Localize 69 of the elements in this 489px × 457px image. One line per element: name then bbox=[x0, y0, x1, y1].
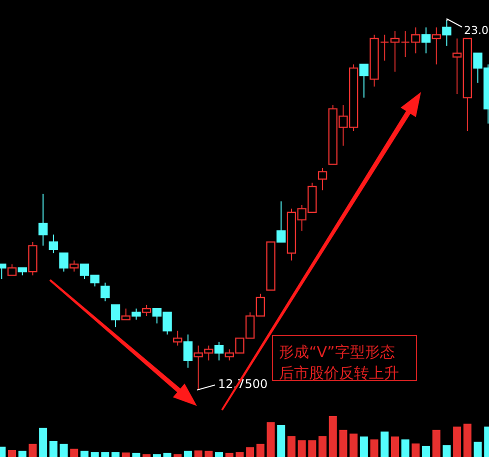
bar bbox=[142, 454, 151, 457]
bar bbox=[298, 440, 306, 457]
candlestick bbox=[390, 30, 400, 72]
bar bbox=[132, 452, 140, 457]
candlestick bbox=[48, 234, 58, 254]
bar bbox=[225, 452, 234, 457]
bar bbox=[215, 452, 224, 457]
bar bbox=[246, 447, 254, 457]
bar bbox=[277, 425, 286, 457]
bar bbox=[152, 454, 161, 457]
bar bbox=[422, 446, 430, 457]
bar bbox=[174, 454, 182, 457]
candlestick bbox=[59, 252, 68, 272]
candlestick bbox=[132, 308, 141, 320]
candlestick bbox=[442, 19, 452, 46]
bar bbox=[236, 452, 244, 457]
bar bbox=[390, 436, 399, 457]
candlestick bbox=[421, 26, 431, 54]
bar bbox=[339, 430, 348, 457]
bar bbox=[122, 452, 130, 457]
bar bbox=[101, 452, 110, 457]
bar bbox=[266, 422, 275, 457]
bar bbox=[39, 428, 48, 457]
bar bbox=[28, 444, 37, 457]
candlestick bbox=[214, 341, 224, 361]
candlestick bbox=[7, 264, 17, 276]
bar bbox=[112, 452, 120, 457]
candlestick bbox=[110, 304, 120, 328]
candlestick bbox=[70, 260, 79, 272]
bar bbox=[194, 450, 202, 457]
annotation: 后市股价反转上升 bbox=[279, 364, 399, 382]
bar bbox=[380, 432, 389, 457]
bar bbox=[432, 430, 440, 457]
bar bbox=[287, 436, 296, 457]
bar bbox=[350, 434, 358, 457]
bar bbox=[463, 424, 472, 457]
annotation: 23.0 bbox=[464, 24, 488, 37]
bar bbox=[163, 452, 172, 457]
bar bbox=[18, 450, 26, 457]
bar bbox=[401, 439, 410, 457]
bar bbox=[442, 445, 451, 457]
bar bbox=[474, 442, 482, 457]
bar bbox=[49, 441, 58, 457]
bar bbox=[256, 444, 264, 457]
bar bbox=[8, 450, 16, 457]
bar bbox=[184, 450, 192, 457]
candlestick bbox=[359, 64, 369, 98]
candlestick bbox=[276, 200, 286, 243]
bar bbox=[70, 448, 78, 457]
candlestick bbox=[432, 26, 441, 65]
bar bbox=[328, 416, 337, 457]
bar bbox=[453, 426, 462, 457]
bar bbox=[60, 444, 68, 457]
candlestick bbox=[173, 330, 182, 346]
bar bbox=[412, 443, 420, 457]
bar bbox=[370, 439, 378, 457]
bar bbox=[308, 440, 316, 457]
bar bbox=[80, 450, 88, 457]
candlestick bbox=[100, 282, 110, 302]
candlestick bbox=[183, 334, 193, 368]
candlestick bbox=[318, 167, 328, 191]
candlestick bbox=[142, 304, 152, 317]
bar bbox=[90, 452, 99, 457]
bar bbox=[318, 436, 327, 457]
candlestick bbox=[38, 193, 48, 246]
candlestick bbox=[121, 308, 130, 320]
bar bbox=[360, 436, 368, 457]
annotation: 形成“V”字型形态 bbox=[279, 343, 395, 361]
bar bbox=[204, 450, 213, 457]
